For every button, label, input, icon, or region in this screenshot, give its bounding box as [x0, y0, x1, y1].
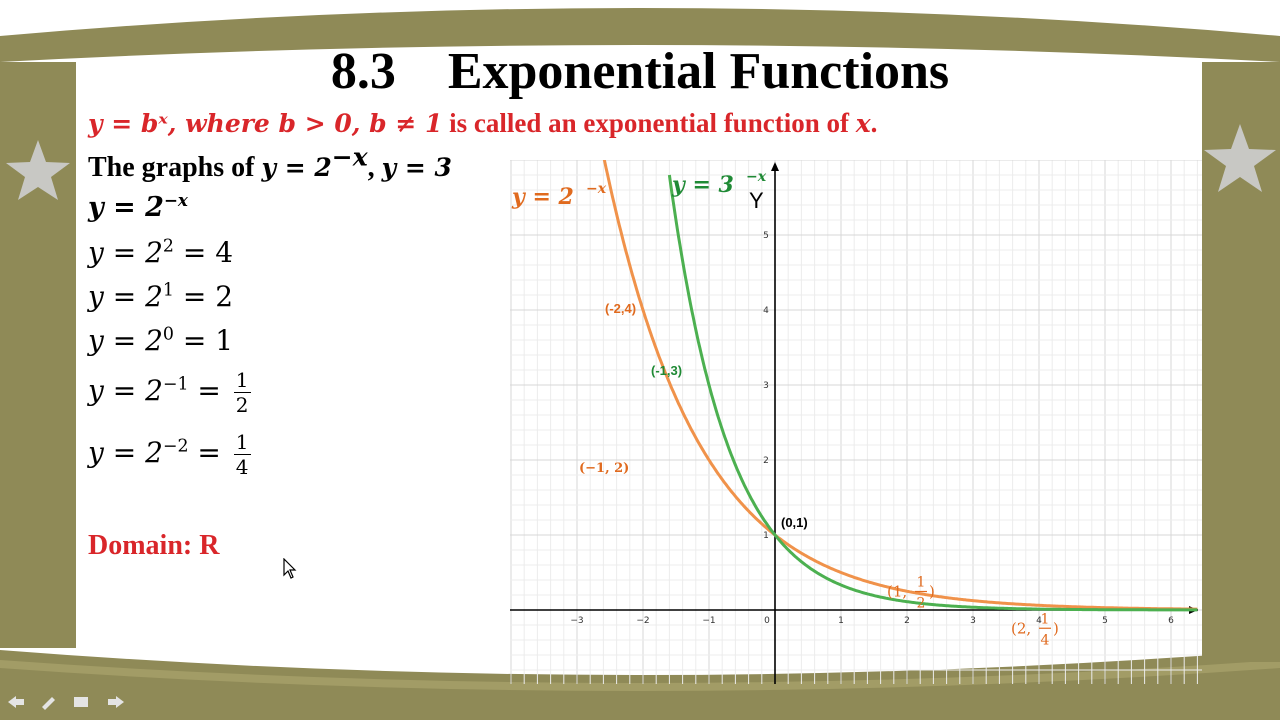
point-label: (−1, 2)	[579, 461, 629, 476]
graphs-intro-eq1-exp: −x	[331, 142, 368, 172]
equation-exp: 1	[162, 280, 174, 301]
slide-title: 8.3 Exponential Functions	[330, 43, 950, 100]
equation-rhs: =	[188, 436, 230, 469]
y-axis-arrow-icon	[771, 162, 779, 171]
previous-arrow-icon	[8, 696, 24, 708]
fraction-numerator: 1	[233, 430, 251, 455]
y-tick-label: 1	[763, 531, 769, 541]
series-label-exponent: −x	[586, 181, 607, 197]
equation-lhs: y = 2	[88, 374, 163, 407]
series-label: y = 2	[511, 184, 574, 210]
domain-label: Domain: R	[88, 530, 220, 561]
point-label: (1,	[887, 583, 907, 601]
point-label: )	[1053, 619, 1059, 637]
curve-3-pow-neg-x	[667, 174, 1198, 612]
curve-2-pow-neg-x	[602, 160, 1198, 611]
menu-icon	[74, 697, 88, 707]
point-label-numerator: 1	[917, 575, 926, 591]
x-tick-label: 1	[838, 616, 844, 626]
mouse-cursor-icon	[283, 558, 297, 579]
graphs-intro-sep: ,	[367, 152, 382, 183]
exponential-graph: −3 −2 −1 0 1 2 3 4 5 6 1 2 3 4 5 Yy = 2 −x y = 3 −x (-2,4) (…	[510, 160, 1202, 684]
equation-heading: y = 2−x	[88, 192, 188, 223]
equation-lhs: y = 2	[88, 436, 163, 469]
x-tick-label: 6	[1168, 616, 1174, 626]
equation-lhs: y = 2	[88, 324, 163, 357]
x-tick-label: 3	[970, 616, 976, 626]
y-tick-label: 3	[763, 381, 769, 391]
equation-exp: 0	[162, 324, 174, 345]
point-label: )	[929, 583, 935, 601]
equation-rhs: =	[188, 374, 230, 407]
series-label: y = 3	[671, 172, 734, 198]
fraction-denominator: 4	[235, 455, 249, 479]
equation-exp: −1	[162, 374, 189, 395]
next-arrow-icon	[108, 696, 124, 708]
point-label-denominator: 2	[917, 596, 926, 612]
x-tick-label: 5	[1102, 616, 1108, 626]
slideshow-controls[interactable]	[6, 694, 126, 710]
equation-rhs: = 1	[173, 324, 234, 357]
point-label: (0,1)	[781, 515, 808, 530]
fraction-numerator: 1	[233, 368, 251, 393]
equation-heading-base: y = 2	[88, 192, 164, 223]
definition-math: y = bˣ, where b > 0, b ≠ 1	[88, 109, 443, 138]
equation-rhs: = 2	[173, 280, 234, 313]
graphs-intro-line: The graphs of y = 2−x, y = 3	[88, 145, 452, 184]
y-axis-label: Y	[749, 188, 764, 213]
graphs-intro-eq1: y = 2	[261, 153, 332, 182]
top-arch	[0, 8, 1280, 62]
definition-end: .	[870, 108, 878, 138]
x-tick-label: 2	[904, 616, 910, 626]
point-label: (2,	[1011, 619, 1031, 637]
equation-row: y = 22 = 4	[88, 236, 233, 269]
pen-icon	[42, 697, 55, 710]
y-tick-label: 4	[763, 306, 769, 316]
x-tick-label: −2	[636, 616, 649, 626]
y-tick-label: 2	[763, 456, 769, 466]
fraction-denominator: 2	[235, 393, 249, 417]
equation-row: y = 20 = 1	[88, 324, 233, 357]
point-label: (-2,4)	[605, 301, 636, 316]
definition-var: x	[855, 109, 871, 138]
series-label-exponent: −x	[746, 169, 767, 185]
point-label: (-1,3)	[651, 363, 682, 378]
definition-text: is called an exponential function of	[442, 108, 856, 138]
equation-exp: −2	[162, 436, 189, 457]
graphs-intro-eq2: y = 3	[381, 153, 452, 182]
definition-line: y = bˣ, where b > 0, b ≠ 1 is called an …	[88, 108, 877, 139]
equation-heading-exp: −x	[163, 190, 188, 210]
x-tick-label: −1	[702, 616, 715, 626]
x-tick-label: −3	[570, 616, 583, 626]
graphs-intro-text: The graphs of	[88, 152, 262, 183]
right-star-icon	[1204, 124, 1276, 192]
y-tick-label: 5	[763, 231, 769, 241]
point-label-denominator: 4	[1041, 632, 1050, 648]
equation-rhs: = 4	[173, 236, 234, 269]
equation-exp: 2	[162, 236, 174, 257]
point-label-numerator: 1	[1041, 611, 1050, 627]
equation-row: y = 21 = 2	[88, 280, 233, 313]
x-tick-label: 0	[764, 616, 770, 626]
equation-lhs: y = 2	[88, 236, 163, 269]
equation-lhs: y = 2	[88, 280, 163, 313]
x-tick-label: 4	[1036, 616, 1042, 626]
left-star-icon	[6, 140, 70, 200]
